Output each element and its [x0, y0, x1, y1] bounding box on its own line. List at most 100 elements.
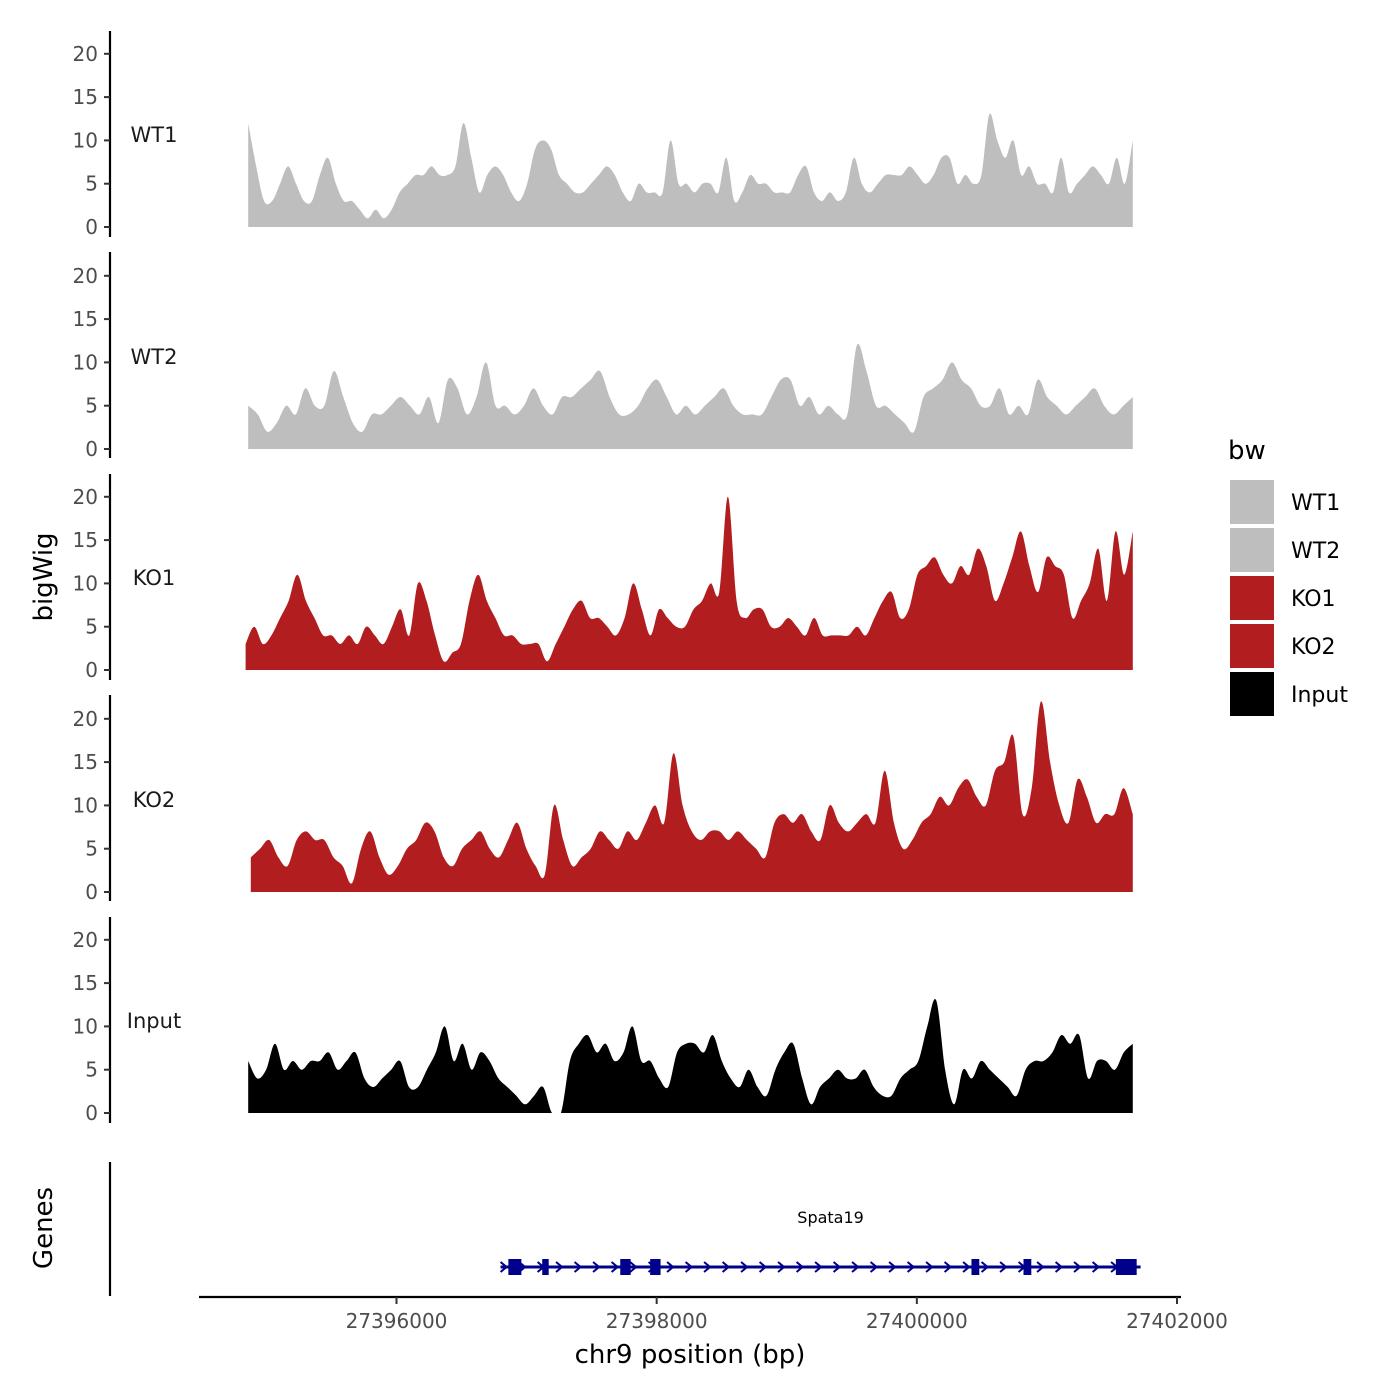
legend: bw WT1 WT2 KO1 KO2 Input — [1228, 436, 1348, 716]
gene-strand-arrow — [610, 1261, 620, 1273]
gene-label-spata19: Spata19 — [797, 1208, 864, 1227]
y-tick-label-input-15: 15 — [73, 971, 98, 995]
gene-strand-arrow — [684, 1261, 694, 1273]
y-tick-label-input-0: 0 — [85, 1101, 98, 1125]
legend-swatch-ko2 — [1230, 624, 1274, 668]
y-tick-label-input-20: 20 — [73, 928, 98, 952]
gene-tracks: Spata19 — [499, 1208, 1141, 1275]
gene-strand-arrow — [721, 1261, 731, 1273]
y-tick-label-ko2-15: 15 — [73, 750, 98, 774]
gene-strand-arrow — [573, 1261, 583, 1273]
gene-exon-7 — [1115, 1259, 1137, 1275]
gene-strand-arrow — [869, 1261, 879, 1273]
gene-strand-arrow — [1054, 1261, 1064, 1273]
track-label-wt2: WT2 — [131, 345, 178, 369]
gene-strand-arrow — [999, 1261, 1008, 1273]
legend-swatch-ko1 — [1230, 576, 1274, 620]
legend-label-input: Input — [1291, 683, 1348, 708]
y-tick-label-ko2-0: 0 — [85, 880, 98, 904]
gene-strand-arrow — [777, 1261, 786, 1273]
y-tick-label-ko2-10: 10 — [73, 793, 98, 817]
gene-strand-arrow — [943, 1261, 953, 1273]
panel-input: 0 5 10 15 20 Input — [73, 917, 1133, 1125]
y-tick-label-input-5: 5 — [85, 1058, 98, 1082]
gene-strand-arrow — [592, 1261, 601, 1273]
y-tick-label-ko2-5: 5 — [85, 837, 98, 861]
panel-wt1: 0 5 10 15 20 WT1 — [73, 31, 1133, 239]
y-tick-label-wt1-20: 20 — [73, 42, 98, 66]
gene-strand-arrow — [555, 1261, 564, 1273]
x-tick-label-27396000: 27396000 — [346, 1309, 448, 1333]
y-tick-label-wt2-0: 0 — [85, 437, 98, 461]
gene-strand-arrow — [666, 1261, 675, 1273]
gene-strand-arrow — [814, 1261, 823, 1273]
gene-strand-arrow — [925, 1261, 934, 1273]
gene-strand-arrow — [906, 1261, 916, 1273]
panel-ko2: 0 5 10 15 20 KO2 — [73, 695, 1133, 904]
gene-exon-4 — [650, 1259, 661, 1275]
gene-strand-arrow — [629, 1261, 638, 1273]
legend-swatch-wt1 — [1230, 480, 1274, 524]
gene-strand-arrow — [1091, 1261, 1101, 1273]
legend-label-ko2: KO2 — [1291, 635, 1336, 660]
y-tick-label-wt2-5: 5 — [85, 394, 98, 418]
gene-strand-arrow — [832, 1261, 842, 1273]
legend-swatch-input — [1230, 672, 1274, 716]
gene-strand-arrow — [962, 1261, 971, 1273]
gene-strand-arrow — [795, 1261, 805, 1273]
gene-exon-3 — [620, 1259, 631, 1275]
gene-exon-1 — [508, 1259, 522, 1275]
track-input-area — [248, 999, 1133, 1113]
x-axis: 27396000 27398000 27400000 27402000 chr9 po… — [199, 1295, 1228, 1370]
x-ticks: 27396000 27398000 27400000 27402000 — [346, 1297, 1228, 1333]
x-axis-title: chr9 position (bp) — [575, 1340, 806, 1370]
y-tick-label-wt2-10: 10 — [73, 350, 98, 374]
track-ko2-area — [250, 701, 1133, 892]
track-ko1-area — [245, 496, 1133, 670]
legend-items: WT1 WT2 KO1 KO2 Input — [1230, 480, 1348, 716]
gene-strand-arrow — [1073, 1261, 1082, 1273]
y-tick-label-wt2-15: 15 — [73, 307, 98, 331]
track-label-ko1: KO1 — [133, 566, 176, 590]
y-tick-label-ko1-10: 10 — [73, 571, 98, 595]
gene-exon-2 — [542, 1259, 549, 1275]
panel-wt2: 0 5 10 15 20 WT2 — [73, 252, 1133, 461]
legend-label-ko1: KO1 — [1291, 587, 1336, 612]
y-tick-label-ko1-20: 20 — [73, 485, 98, 509]
y-tick-label-wt2-20: 20 — [73, 264, 98, 288]
y-tick-label-ko1-0: 0 — [85, 658, 98, 682]
gene-strand-arrow — [1036, 1261, 1045, 1273]
y-tick-label-input-10: 10 — [73, 1014, 98, 1038]
track-label-ko2: KO2 — [133, 788, 176, 812]
track-wt1-area — [248, 113, 1133, 227]
genes-axis-title: Genes — [29, 1187, 59, 1269]
y-tick-label-wt1-5: 5 — [85, 172, 98, 196]
y-axis-title: bigWig — [29, 532, 59, 621]
gene-exon-6 — [1023, 1259, 1032, 1275]
genes-panel: Genes Spata19 — [29, 1162, 1141, 1296]
y-tick-label-wt1-15: 15 — [73, 85, 98, 109]
track-wt2-area — [248, 343, 1133, 449]
x-tick-label-27398000: 27398000 — [606, 1309, 708, 1333]
y-tick-label-wt1-10: 10 — [73, 128, 98, 152]
track-label-input: Input — [127, 1009, 181, 1033]
legend-label-wt1: WT1 — [1291, 491, 1340, 516]
legend-swatch-wt2 — [1230, 528, 1274, 572]
gene-strand-arrow — [980, 1261, 990, 1273]
gene-strand-arrow — [888, 1261, 897, 1273]
track-label-wt1: WT1 — [131, 123, 178, 147]
legend-title: bw — [1228, 436, 1266, 466]
y-tick-label-ko1-15: 15 — [73, 528, 98, 552]
panel-ko1: 0 5 10 15 20 KO1 — [73, 474, 1133, 682]
y-tick-label-ko1-5: 5 — [85, 615, 98, 639]
gene-strand-arrow — [758, 1261, 768, 1273]
x-tick-label-27402000: 27402000 — [1126, 1309, 1228, 1333]
gene-strand-arrow — [703, 1261, 712, 1273]
legend-label-wt2: WT2 — [1291, 539, 1340, 564]
x-tick-label-27400000: 27400000 — [866, 1309, 968, 1333]
gene-strand-arrow — [740, 1261, 749, 1273]
gene-strand-arrow — [499, 1261, 509, 1273]
gene-strand-arrow — [851, 1261, 860, 1273]
bigwig-panels: 0 5 10 15 20 WT1 0 5 10 15 20 WT2 0 5 10 15 20 KO1 0 5 10 15 2… — [73, 31, 1133, 1125]
